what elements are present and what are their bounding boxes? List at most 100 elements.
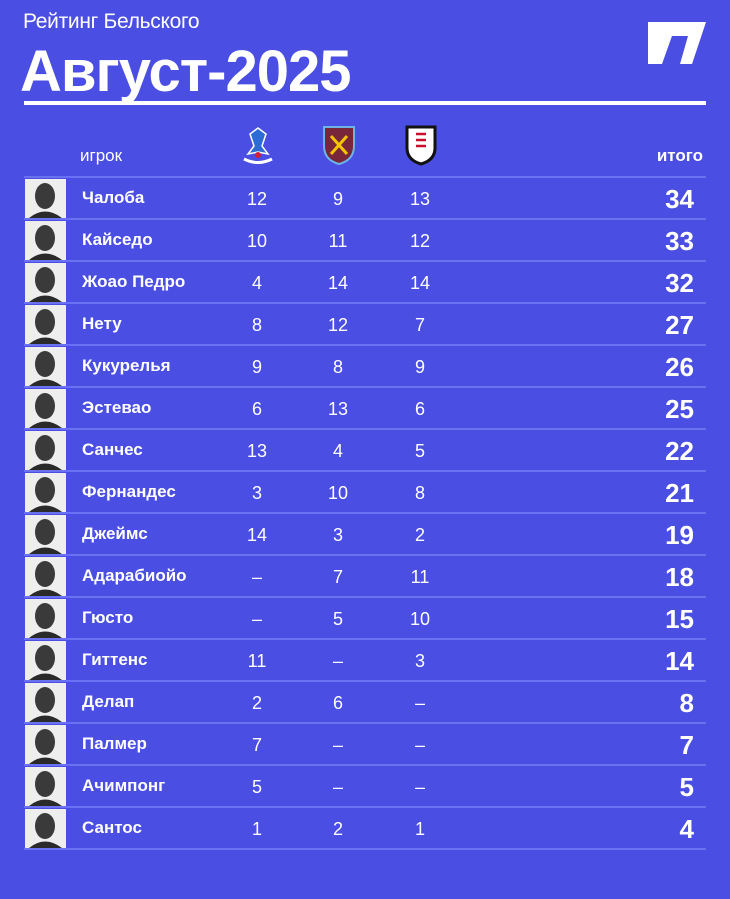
club-score: 13	[409, 189, 431, 209]
total-score: 22	[665, 436, 694, 466]
player-name: Нету	[82, 314, 122, 333]
player-photo	[25, 641, 66, 680]
player-photo	[25, 305, 66, 344]
player-photo	[25, 557, 66, 596]
club-score: 13	[246, 441, 268, 461]
player-name: Эстевао	[82, 398, 152, 417]
table-row: Адарабиойо – 7 11 18	[24, 554, 706, 596]
club-score: –	[251, 567, 262, 587]
total-score: 15	[665, 604, 694, 634]
club-score: 12	[246, 189, 268, 209]
club-score: –	[332, 777, 343, 797]
club-score: 9	[414, 357, 425, 377]
table-row: Палмер 7 – – 7	[24, 722, 706, 764]
player-column-header: игрок	[80, 146, 123, 165]
table-row: Санчес 13 4 5 22	[24, 428, 706, 470]
player-name: Джеймс	[82, 524, 148, 543]
subtitle: Рейтинг Бельского	[23, 10, 200, 33]
table-row: Кайседо 10 11 12 33	[24, 218, 706, 260]
club-score: –	[332, 651, 343, 671]
total-score: 4	[679, 814, 694, 844]
player-photo	[25, 725, 66, 764]
club-score: 12	[327, 315, 349, 335]
west-ham-crest-icon	[323, 126, 355, 166]
club-score: 4	[332, 441, 343, 461]
player-name: Гюсто	[82, 608, 134, 627]
club-score: 7	[332, 567, 343, 587]
player-name: Сантос	[82, 818, 142, 837]
total-column-header: итого	[656, 146, 703, 165]
player-name: Фернандес	[82, 482, 176, 501]
club-score: –	[414, 735, 425, 755]
club-score: 5	[414, 441, 425, 461]
club-score: –	[332, 735, 343, 755]
club-score: 2	[332, 819, 343, 839]
player-photo	[25, 263, 66, 302]
table-row: Гюсто – 5 10 15	[24, 596, 706, 638]
fulham-crest-icon	[405, 125, 437, 166]
club-score: 8	[414, 483, 425, 503]
player-photo	[25, 599, 66, 638]
table-row: Жоао Педро 4 14 14 32	[24, 260, 706, 302]
club-score: 6	[332, 693, 343, 713]
club-score: 14	[327, 273, 349, 293]
club-score: –	[251, 609, 262, 629]
club-score: 3	[332, 525, 343, 545]
page-title: Август-2025	[20, 39, 352, 104]
player-photo	[25, 767, 66, 806]
total-score: 21	[665, 478, 694, 508]
table-row: Ачимпонг 5 – – 5	[24, 764, 706, 806]
club-score: 3	[251, 483, 262, 503]
table-row: Сантос 1 2 1 4	[24, 806, 706, 848]
club-score: 4	[251, 273, 262, 293]
brand-logo-icon	[648, 22, 706, 64]
club-score: 11	[247, 651, 267, 671]
total-score: 7	[679, 730, 694, 760]
table-row: Гиттенс 11 – 3 14	[24, 638, 706, 680]
title-divider	[24, 101, 706, 105]
club-score: 10	[327, 483, 349, 503]
club-score: 6	[414, 399, 425, 419]
total-score: 18	[665, 562, 694, 592]
player-photo	[25, 683, 66, 722]
table-row: Фернандес 3 10 8 21	[24, 470, 706, 512]
player-photo	[25, 221, 66, 260]
club-score: 12	[409, 231, 431, 251]
total-score: 32	[665, 268, 694, 298]
club-score: 1	[251, 819, 262, 839]
club-score: 13	[327, 399, 349, 419]
total-score: 34	[665, 184, 694, 214]
player-name: Кукурелья	[82, 356, 171, 375]
club-score: 5	[251, 777, 262, 797]
table-row: Джеймс 14 3 2 19	[24, 512, 706, 554]
player-name: Адарабиойо	[82, 566, 187, 585]
club-score: 6	[251, 399, 262, 419]
total-score: 19	[665, 520, 694, 550]
club-score: 1	[414, 819, 425, 839]
player-name: Делап	[82, 692, 135, 711]
total-score: 8	[679, 688, 694, 718]
club-score: –	[414, 693, 425, 713]
table-row: Делап 2 6 – 8	[24, 680, 706, 722]
player-name: Жоао Педро	[82, 272, 186, 291]
player-name: Кайседо	[82, 230, 153, 249]
club-score: 10	[246, 231, 268, 251]
player-photo	[25, 809, 66, 848]
club-score: 2	[251, 693, 262, 713]
club-score: 8	[332, 357, 343, 377]
player-name: Чалоба	[82, 188, 145, 207]
table-row: Кукурелья 9 8 9 26	[24, 344, 706, 386]
club-score: 9	[251, 357, 262, 377]
club-score: 14	[409, 273, 431, 293]
player-photo	[25, 431, 66, 470]
total-score: 14	[665, 646, 694, 676]
club-score: 7	[414, 315, 425, 335]
club-score: 11	[410, 567, 430, 587]
player-photo	[25, 347, 66, 386]
total-score: 26	[665, 352, 694, 382]
player-photo	[25, 179, 66, 218]
table-row: Эстевао 6 13 6 25	[24, 386, 706, 428]
table-row: Нету 8 12 7 27	[24, 302, 706, 344]
total-score: 33	[665, 226, 694, 256]
player-name: Санчес	[82, 440, 143, 459]
